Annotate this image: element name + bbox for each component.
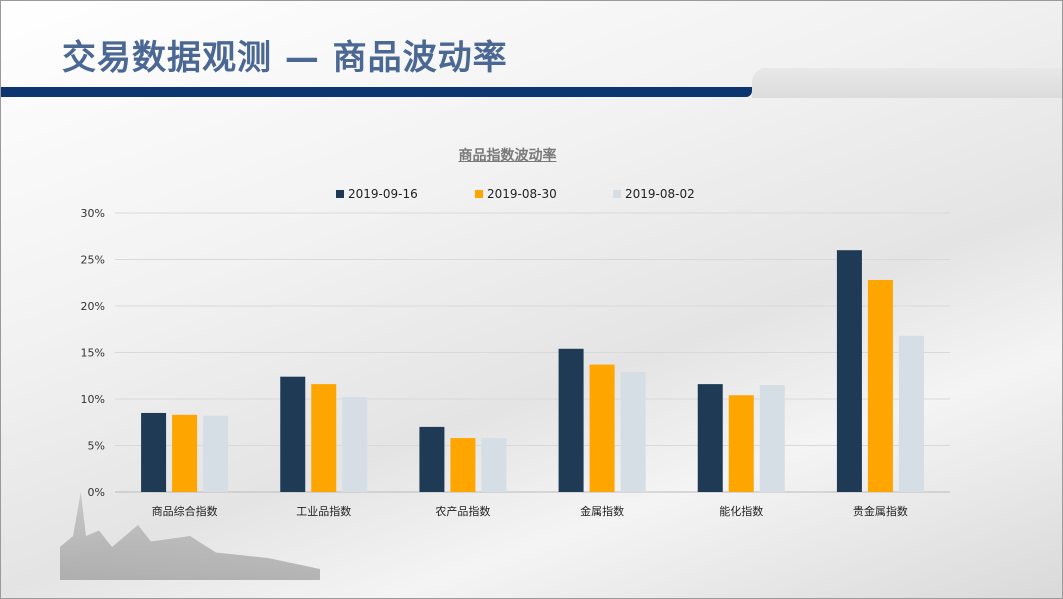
- y-tick-label: 25%: [81, 254, 105, 267]
- x-tick-label: 能化指数: [719, 504, 763, 518]
- legend-item-3: 2019-08-02: [613, 187, 695, 201]
- x-tick-label: 金属指数: [580, 504, 624, 518]
- y-tick-label: 5%: [88, 440, 105, 453]
- legend-swatch: [613, 190, 621, 198]
- x-tick-label: 工业品指数: [296, 504, 351, 518]
- legend-swatch: [336, 190, 344, 198]
- x-tick-label: 商品综合指数: [152, 504, 218, 518]
- legend-label: 2019-09-16: [348, 187, 418, 201]
- chart-title: 商品指数波动率: [458, 148, 557, 164]
- bar: [836, 250, 862, 492]
- legend-label: 2019-08-30: [487, 187, 557, 201]
- header-band: [0, 87, 752, 97]
- bar: [311, 384, 337, 492]
- bar: [558, 348, 584, 492]
- x-tick-label: 贵金属指数: [853, 504, 908, 518]
- legend-swatch: [475, 190, 483, 198]
- y-tick-label: 20%: [81, 300, 105, 313]
- header-decoration: [752, 68, 1063, 98]
- bar: [728, 395, 754, 492]
- legend-item-2: 2019-08-30: [475, 187, 557, 201]
- y-tick-label: 10%: [81, 393, 105, 406]
- bar: [419, 426, 445, 492]
- bar: [481, 438, 507, 492]
- legend-label: 2019-08-02: [625, 187, 695, 201]
- x-tick-label: 农产品指数: [435, 504, 490, 518]
- bar: [450, 438, 476, 492]
- bar: [172, 414, 198, 492]
- page-title: 交易数据观测 — 商品波动率: [62, 38, 508, 78]
- bar: [342, 397, 368, 492]
- bar: [589, 364, 615, 492]
- bar: [867, 279, 893, 492]
- y-tick-label: 15%: [81, 347, 105, 360]
- bar: [280, 376, 306, 492]
- bar: [898, 335, 924, 492]
- y-tick-label: 0%: [88, 486, 105, 499]
- bar: [759, 385, 785, 492]
- y-tick-label: 30%: [81, 207, 105, 220]
- bar: [203, 415, 229, 492]
- legend-item-1: 2019-09-16: [336, 187, 418, 201]
- bar: [141, 412, 167, 492]
- bar: [620, 372, 646, 492]
- bar: [697, 384, 723, 492]
